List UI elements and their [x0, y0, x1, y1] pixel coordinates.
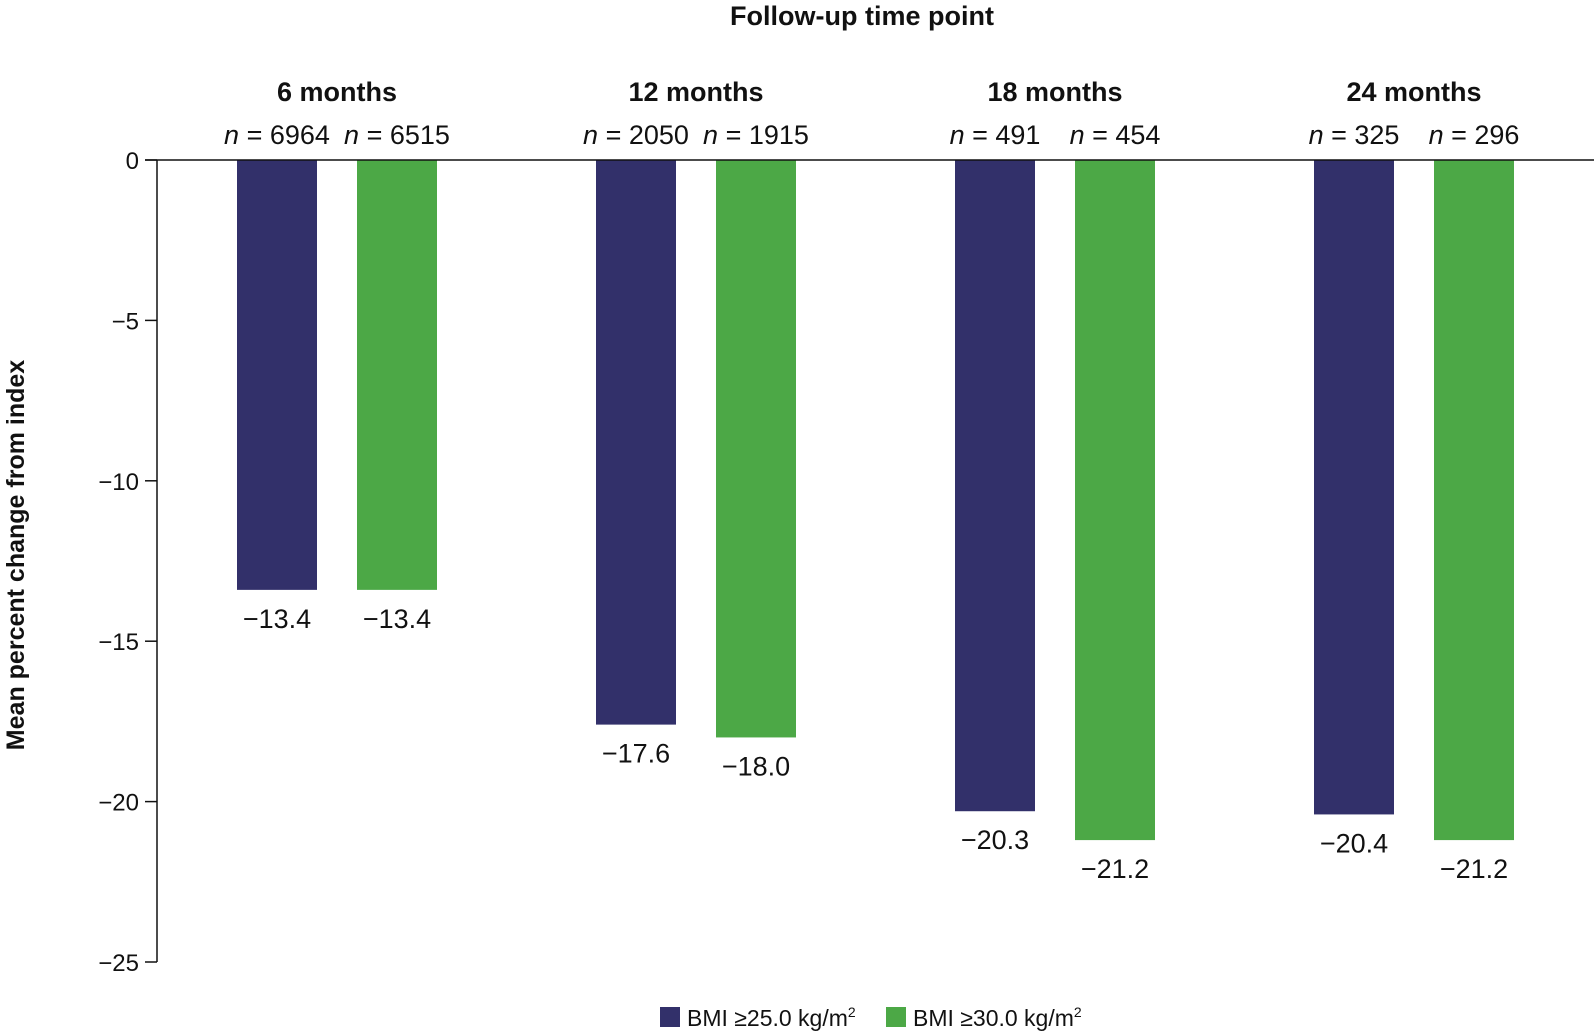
n-equals: = — [1324, 120, 1355, 150]
bar — [237, 160, 317, 590]
n-value: 325 — [1354, 120, 1399, 150]
n-equals: = — [1444, 120, 1475, 150]
n-value: 1915 — [749, 120, 809, 150]
n-value: 6515 — [390, 120, 450, 150]
n-equals: = — [359, 120, 390, 150]
y-tick-label: −15 — [98, 629, 139, 656]
value-label: −13.4 — [363, 604, 431, 634]
n-prefix: n — [1429, 120, 1444, 150]
bar — [596, 160, 676, 725]
bar — [955, 160, 1035, 812]
y-tick-label: −5 — [112, 308, 139, 335]
value-label: −17.6 — [602, 739, 670, 769]
n-equals: = — [1085, 120, 1116, 150]
n-prefix: n — [703, 120, 718, 150]
n-prefix: n — [583, 120, 598, 150]
top-axis-title: Follow-up time point — [730, 1, 994, 31]
legend-label-sup: 2 — [848, 1004, 856, 1020]
n-prefix: n — [1070, 120, 1085, 150]
legend-label-main: BMI ≥30.0 kg/m — [913, 1005, 1074, 1031]
value-label: −21.2 — [1440, 854, 1508, 884]
n-value: 2050 — [629, 120, 689, 150]
n-label: n = 325 — [1309, 120, 1400, 150]
category-label: 18 months — [987, 77, 1122, 107]
legend-label: BMI ≥25.0 kg/m2 — [687, 1004, 856, 1031]
n-label: n = 1915 — [703, 120, 809, 150]
n-prefix: n — [1309, 120, 1324, 150]
n-label: n = 296 — [1429, 120, 1520, 150]
category-label: 6 months — [277, 77, 397, 107]
n-value: 491 — [995, 120, 1040, 150]
legend-label-sup: 2 — [1074, 1004, 1082, 1020]
y-tick-label: −20 — [98, 790, 139, 817]
legend-label-main: BMI ≥25.0 kg/m — [687, 1005, 848, 1031]
n-equals: = — [239, 120, 270, 150]
value-label: −21.2 — [1081, 854, 1149, 884]
n-label: n = 6515 — [344, 120, 450, 150]
value-labels: −13.4 −17.6 −20.3 −20.4 −13.4 −18.0 −21.2 −21.2 — [243, 604, 1508, 884]
category-label: 12 months — [628, 77, 763, 107]
category-labels: 6 months 12 months 18 months 24 months — [277, 77, 1482, 107]
n-label: n = 454 — [1070, 120, 1161, 150]
y-axis: 0 −5 −10 −15 −20 −25 — [98, 148, 158, 977]
bar — [1314, 160, 1394, 815]
bar — [1434, 160, 1514, 841]
n-label: n = 491 — [950, 120, 1041, 150]
bars — [237, 160, 1514, 841]
n-value: 6964 — [270, 120, 330, 150]
n-value: 296 — [1474, 120, 1519, 150]
legend-label: BMI ≥30.0 kg/m2 — [913, 1004, 1082, 1031]
y-tick-label: −25 — [98, 950, 139, 977]
n-label: n = 2050 — [583, 120, 689, 150]
n-label: n = 6964 — [224, 120, 330, 150]
bar — [716, 160, 796, 738]
n-value: 454 — [1115, 120, 1160, 150]
y-axis-label: Mean percent change from index — [2, 360, 30, 750]
value-label: −18.0 — [722, 751, 790, 781]
y-tick-label: 0 — [126, 148, 139, 175]
legend-swatch — [886, 1007, 906, 1027]
n-prefix: n — [344, 120, 359, 150]
legend-swatch — [660, 1007, 680, 1027]
value-label: −20.4 — [1320, 828, 1388, 858]
legend: BMI ≥25.0 kg/m2 BMI ≥30.0 kg/m2 — [660, 1004, 1082, 1031]
value-label: −20.3 — [961, 825, 1029, 855]
n-prefix: n — [224, 120, 239, 150]
y-tick-label: −10 — [98, 469, 139, 496]
value-label: −13.4 — [243, 604, 311, 634]
bar — [357, 160, 437, 590]
bar — [1075, 160, 1155, 841]
n-equals: = — [718, 120, 749, 150]
n-equals: = — [598, 120, 629, 150]
n-prefix: n — [950, 120, 965, 150]
n-equals: = — [965, 120, 996, 150]
category-label: 24 months — [1346, 77, 1481, 107]
